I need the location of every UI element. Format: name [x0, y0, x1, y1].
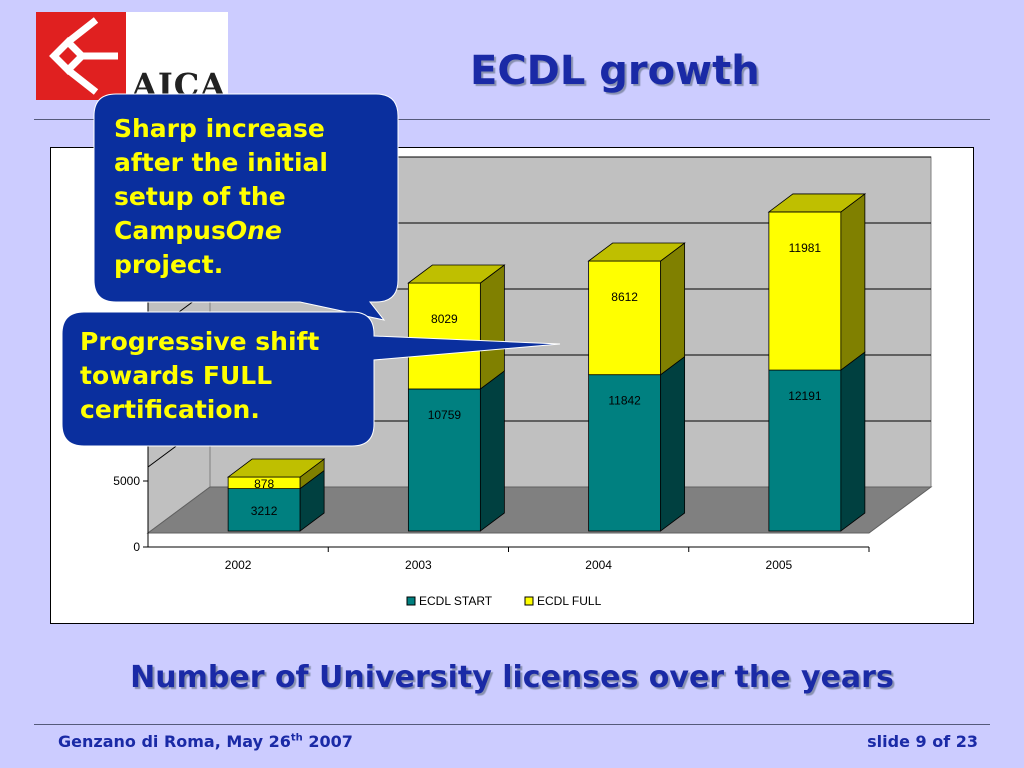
callout2-line2: towards FULL — [80, 361, 273, 390]
slide-title: ECDL growth — [470, 48, 760, 94]
bar-value-label: 8029 — [431, 312, 458, 326]
bar-ecdl-full-2005 — [768, 211, 842, 371]
bar-value-label: 10759 — [428, 408, 462, 422]
callout1-line5: project. — [114, 250, 224, 279]
callout-progressive-shift: Progressive shift towards FULL certifica… — [80, 325, 370, 427]
callout2-line1: Progressive shift — [80, 327, 320, 356]
bar-value-label: 11842 — [608, 394, 641, 408]
callout-sharp-increase-bubble — [93, 93, 399, 321]
callout1-line3: setup of the — [114, 182, 286, 211]
footer-date-pre: Genzano di Roma, May 26 — [58, 732, 291, 751]
bar-value-label: 878 — [254, 477, 274, 491]
y-tick-label: 0 — [133, 540, 140, 554]
top-divider — [34, 119, 990, 120]
bar-value-label: 8612 — [611, 290, 638, 304]
x-tick-label: 2002 — [225, 558, 252, 572]
x-tick-label: 2005 — [766, 558, 793, 572]
chart-caption: Number of University licenses over the y… — [130, 660, 894, 695]
bar-top-2002 — [226, 458, 326, 478]
x-tick-label: 2003 — [405, 558, 432, 572]
callout1-line2: after the initial — [114, 148, 328, 177]
callout1-one: One — [225, 216, 282, 245]
bar-ecdl-full-2004 — [588, 260, 662, 376]
bar-ecdl-start-2003 — [407, 388, 481, 532]
callout1-line4: CampusOne — [114, 214, 384, 248]
bar-value-label: 12191 — [788, 389, 822, 403]
callout2-line3: certification. — [80, 395, 260, 424]
bottom-divider — [34, 724, 990, 725]
x-tick-label: 2004 — [585, 558, 612, 572]
y-tick-label: 5000 — [113, 474, 140, 488]
bar-ecdl-start-2005 — [768, 369, 842, 532]
aica-logo-mark — [36, 12, 126, 100]
callout-sharp-increase: Sharp increase after the initial setup o… — [114, 112, 384, 282]
footer-location-date: Genzano di Roma, May 26th 2007 — [58, 732, 353, 751]
bar-top-2005 — [767, 193, 867, 213]
footer-date-post: 2007 — [302, 732, 353, 751]
legend-label-ecdl-full: ECDL FULL — [537, 594, 602, 608]
callout1-campus: Campus — [114, 216, 226, 245]
legend-label-ecdl-start: ECDL START — [419, 594, 493, 608]
legend-swatch-ecdl-full — [524, 596, 534, 606]
bar-ecdl-start-2004 — [588, 374, 662, 532]
callout-progressive-shift-bubble — [61, 311, 561, 447]
legend-swatch-ecdl-start — [406, 596, 416, 606]
aica-logo: AICA — [36, 12, 228, 104]
chart-floor — [146, 486, 933, 534]
bar-ecdl-full-2003 — [407, 282, 481, 390]
footer-date-sup: th — [290, 732, 303, 744]
bar-ecdl-start-2002 — [227, 488, 301, 532]
footer-slide-number: slide 9 of 23 — [867, 732, 978, 751]
callout1-line1: Sharp increase — [114, 114, 325, 143]
bar-top-2003 — [407, 264, 506, 284]
bar-value-label: 11981 — [789, 241, 822, 255]
bar-value-label: 3212 — [251, 504, 278, 518]
bar-top-2004 — [587, 242, 686, 262]
